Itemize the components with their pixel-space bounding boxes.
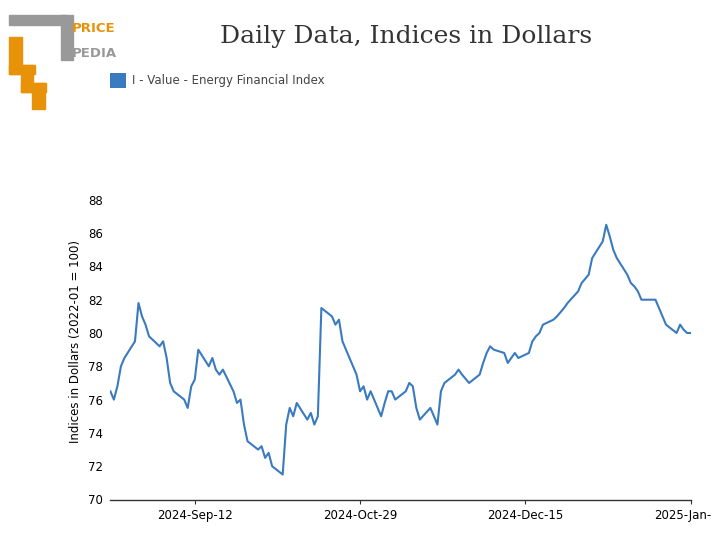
- Text: PRICE: PRICE: [72, 22, 115, 36]
- Text: I - Value - Energy Financial Index: I - Value - Energy Financial Index: [132, 74, 325, 87]
- Text: Daily Data, Indices in Dollars: Daily Data, Indices in Dollars: [220, 25, 592, 48]
- Bar: [21, 83, 46, 92]
- Bar: [9, 15, 66, 24]
- Bar: [9, 64, 35, 74]
- Bar: [9, 37, 22, 74]
- Text: PEDIA: PEDIA: [72, 47, 117, 59]
- Bar: [61, 15, 73, 60]
- Y-axis label: Indices in Dollars (2022-01 = 100): Indices in Dollars (2022-01 = 100): [69, 240, 82, 443]
- Bar: [21, 64, 33, 92]
- Bar: [32, 83, 45, 109]
